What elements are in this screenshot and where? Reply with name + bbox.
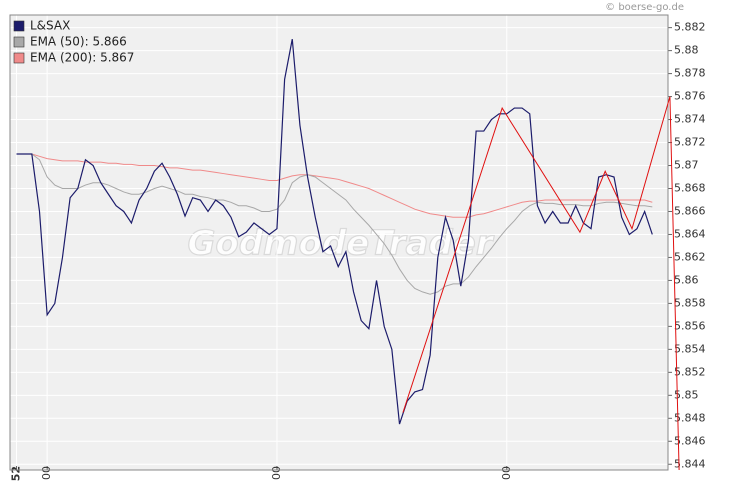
y-tick-label: 5.848 [674, 411, 706, 424]
plot-background [10, 15, 668, 470]
x-tick-label: 07:52 [10, 466, 23, 481]
y-tick-label: 5.858 [674, 296, 706, 309]
legend-label: EMA (200): 5.867 [30, 51, 134, 65]
plot-frame [9, 14, 669, 471]
y-tick-label: 5.876 [674, 90, 706, 103]
legend-label: L&SAX [30, 19, 70, 33]
y-tick-label: 5.862 [674, 250, 706, 263]
y-tick-label: 5.882 [674, 21, 706, 34]
legend-swatch [13, 52, 25, 64]
y-tick-label: 5.86 [674, 273, 699, 286]
legend-swatch [13, 20, 25, 32]
x-tick-label: 10:00 [500, 466, 513, 481]
y-tick-label: 5.844 [674, 457, 706, 470]
y-tick-label: 5.874 [674, 113, 706, 126]
y-tick-label: 5.868 [674, 181, 706, 194]
y-tick-label: 5.878 [674, 67, 706, 80]
y-tick-label: 5.87 [674, 159, 699, 172]
series-line [16, 39, 653, 425]
y-tick-label: 5.88 [674, 44, 699, 57]
annotation-line [402, 96, 680, 471]
y-tick-label: 5.866 [674, 204, 706, 217]
y-tick-label: 5.856 [674, 319, 706, 332]
credit: © boerse-go.de [605, 2, 684, 13]
x-tick-label: 09:00 [270, 466, 283, 481]
y-tick-label: 5.852 [674, 365, 706, 378]
y-tick-label: 5.85 [674, 388, 699, 401]
x-tick-label: 08:00 [40, 466, 53, 481]
series-line [16, 153, 653, 218]
y-tick-label: 5.872 [674, 136, 706, 149]
y-tick-label: 5.864 [674, 227, 706, 240]
legend-label: EMA (50): 5.866 [30, 35, 127, 49]
y-tick-label: 5.846 [674, 434, 706, 447]
y-tick-label: 5.854 [674, 342, 706, 355]
series-line [16, 153, 653, 295]
legend-swatch [13, 36, 25, 48]
